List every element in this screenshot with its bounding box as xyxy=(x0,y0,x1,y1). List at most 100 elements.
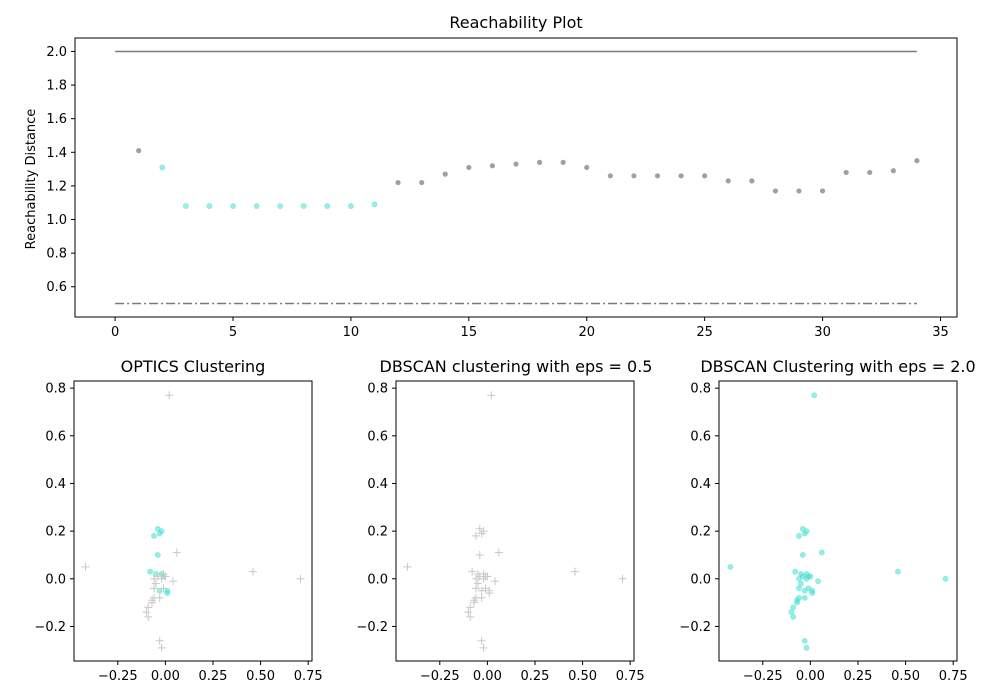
dbscan20-xtick-label: 0.25 xyxy=(844,669,873,684)
dbscan20-ytick-label: 0.0 xyxy=(690,572,711,587)
dbscan05-ytick-label: 0.0 xyxy=(367,572,388,587)
reachability-xtick-label: 15 xyxy=(461,325,478,340)
dbscan20-cluster-point xyxy=(796,532,802,539)
optics-noise-point xyxy=(155,636,164,645)
dbscan20-cluster-point xyxy=(803,528,810,535)
dbscan05-ytick-label: 0.4 xyxy=(367,477,388,492)
optics-cluster-point xyxy=(158,528,165,535)
optics-ytick-label: 0.0 xyxy=(45,572,66,587)
dbscan20-ytick-label: 0.6 xyxy=(690,429,711,444)
reachability-cluster-point xyxy=(182,203,189,209)
reachability-noise-point xyxy=(914,158,920,164)
dbscan20-cluster-point xyxy=(801,637,808,644)
dbscan05-noise-point xyxy=(468,567,477,576)
optics-cluster-point xyxy=(154,552,161,558)
optics-noise-point xyxy=(159,570,168,579)
dbscan05-noise-point xyxy=(466,603,475,612)
reachability-ytick-label: 2.0 xyxy=(46,45,67,60)
reachability-noise-point xyxy=(772,188,779,194)
reachability-noise-point xyxy=(466,164,472,171)
dbscan20-cluster-point xyxy=(790,604,797,611)
optics-cluster-point xyxy=(147,568,154,575)
dbscan20-xtick-label: −0.25 xyxy=(743,669,783,684)
reachability-cluster-point xyxy=(300,203,307,209)
dbscan05-noise-point xyxy=(479,643,488,652)
dbscan05-noise-point xyxy=(494,548,503,557)
dbscan20-cluster-point xyxy=(805,585,812,592)
reachability-cluster-point xyxy=(324,203,331,209)
reachability-noise-point xyxy=(867,169,873,176)
optics-ytick-label: 0.4 xyxy=(45,477,66,492)
reachability-noise-point xyxy=(536,159,543,165)
dbscan05-ytick-label: 0.8 xyxy=(367,382,388,397)
reachability-plot: Reachability Plot Reachability Distance … xyxy=(24,13,958,340)
dbscan05-frame xyxy=(395,380,635,662)
dbscan20-cluster-point xyxy=(799,552,806,558)
dbscan20-cluster-point xyxy=(803,644,810,651)
optics-frame xyxy=(73,380,313,662)
reachability-ytick-label: 0.6 xyxy=(46,280,67,295)
optics-noise-point xyxy=(296,574,305,583)
dbscan20-cluster-point xyxy=(895,568,901,575)
dbscan05-xtick-label: 0.75 xyxy=(616,669,645,684)
optics-noise-point xyxy=(157,643,166,652)
reachability-frame xyxy=(74,37,958,318)
dbscan20-cluster-point xyxy=(809,590,816,596)
reachability-cluster-point xyxy=(230,203,236,209)
reachability-cluster-point xyxy=(159,164,166,171)
reachability-cluster-point xyxy=(371,201,378,208)
optics-noise-point xyxy=(142,608,151,617)
reachability-xtick-label: 20 xyxy=(578,325,595,340)
reachability-ytick-label: 1.8 xyxy=(46,79,67,94)
reachability-noise-point xyxy=(678,173,684,179)
dbscan05-noise-point xyxy=(403,562,412,571)
reachability-noise-point xyxy=(819,188,826,194)
dbscan20-xtick-label: 0.50 xyxy=(891,669,920,684)
reachability-ytick-label: 1.2 xyxy=(46,179,67,194)
optics-noise-point xyxy=(149,584,158,593)
dbscan20-cluster-point xyxy=(818,549,825,556)
optics-noise-point xyxy=(159,584,168,593)
optics-cluster-point xyxy=(164,590,171,596)
reachability-xtick-label: 0 xyxy=(111,325,119,340)
reachability-xtick-label: 10 xyxy=(343,325,360,340)
optics-title: OPTICS Clustering xyxy=(121,357,266,376)
dbscan20-cluster-point xyxy=(794,597,800,604)
optics-plot: OPTICS Clustering −0.25 0.00 0.25 0.50 0.75 −… xyxy=(34,357,322,684)
optics-noise-point xyxy=(165,391,174,400)
optics-ytick-label: −0.2 xyxy=(34,620,66,635)
optics-noise-point xyxy=(151,579,160,588)
optics-noise-point xyxy=(248,567,257,576)
dbscan05-xtick-label: 0.25 xyxy=(521,669,550,684)
reachability-ytick-label: 1.0 xyxy=(46,213,67,228)
optics-noise-point xyxy=(148,596,157,605)
dbscan20-ytick-label: −0.2 xyxy=(679,620,711,635)
dbscan05-noise-point xyxy=(464,608,473,617)
optics-noise-point xyxy=(81,562,90,571)
reachability-noise-point xyxy=(442,171,448,177)
dbscan20-cluster-point xyxy=(792,568,799,575)
reachability-noise-point xyxy=(631,173,637,179)
reachability-noise-point xyxy=(796,188,802,194)
dbscan-05-plot: DBSCAN clustering with eps = 0.5 −0.25 0.… xyxy=(356,357,652,684)
reachability-title: Reachability Plot xyxy=(449,13,582,32)
dbscan05-noise-point xyxy=(483,572,492,581)
dbscan05-noise-point xyxy=(470,596,479,605)
dbscan20-cluster-point xyxy=(807,573,814,580)
dbscan05-noise-point xyxy=(491,577,500,586)
reachability-noise-point xyxy=(560,159,566,165)
dbscan20-cluster-point xyxy=(788,609,795,616)
optics-xtick-label: 0.75 xyxy=(294,669,323,684)
reachability-noise-point xyxy=(419,179,425,186)
reachability-noise-point xyxy=(843,169,849,176)
optics-noise-point xyxy=(144,603,153,612)
reachability-xtick-label: 5 xyxy=(229,325,237,340)
reachability-noise-point xyxy=(489,163,496,169)
dbscan-05-title: DBSCAN clustering with eps = 0.5 xyxy=(380,357,653,376)
dbscan20-xtick-label: 0.00 xyxy=(796,669,825,684)
dbscan20-ytick-label: 0.8 xyxy=(690,382,711,397)
dbscan20-cluster-point xyxy=(815,578,821,585)
reachability-xtick-label: 35 xyxy=(932,325,949,340)
dbscan05-noise-point xyxy=(487,391,496,400)
dbscan05-xtick-label: −0.25 xyxy=(420,669,460,684)
